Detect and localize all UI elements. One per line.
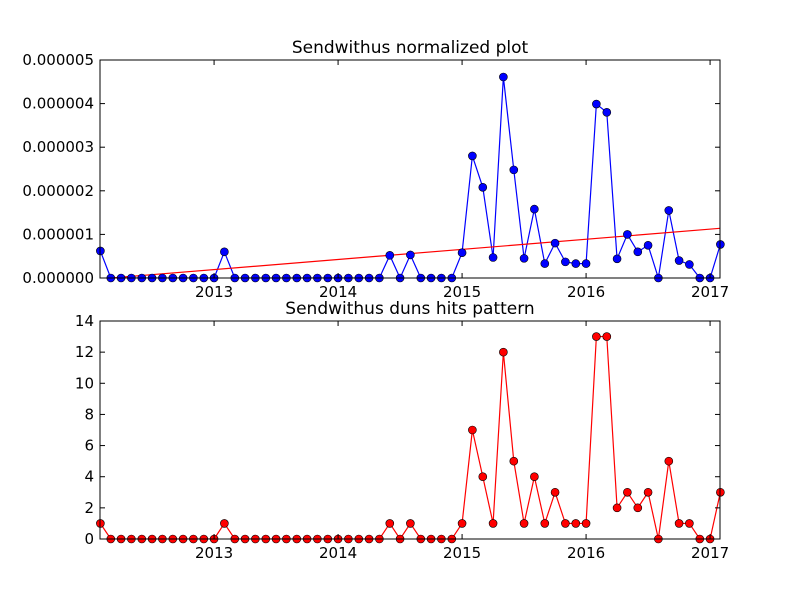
duns-hits-y-tick-label: 0 bbox=[84, 530, 94, 548]
normalized-plot-title: Sendwithus normalized plot bbox=[292, 38, 529, 58]
duns-hits-point bbox=[220, 519, 229, 528]
duns-hits-point bbox=[561, 519, 570, 528]
duns-hits-point bbox=[674, 519, 684, 528]
duns-hits-point bbox=[623, 487, 632, 497]
duns-hits-point bbox=[550, 487, 560, 497]
duns-hits-axes-frame bbox=[99, 320, 721, 540]
normalized-plot-point bbox=[406, 250, 415, 260]
duns-hits-point bbox=[530, 472, 539, 482]
normalized-plot-point bbox=[612, 254, 622, 264]
duns-hits-point bbox=[643, 487, 653, 497]
normalized-plot-x-tick-label: 2013 bbox=[195, 283, 233, 301]
duns-hits-point bbox=[488, 519, 498, 528]
normalized-plot-x-tick-label: 2015 bbox=[443, 283, 481, 301]
normalized-plot-point bbox=[571, 259, 581, 268]
normalized-plot-y-tick-label: 0.000005 bbox=[22, 51, 94, 69]
normalized-plot-point bbox=[488, 253, 498, 262]
duns-hits-x-tick-label: 2013 bbox=[195, 544, 233, 562]
normalized-plot-x-tick-label: 2017 bbox=[691, 283, 729, 301]
duns-hits-point bbox=[664, 456, 674, 466]
normalized-plot-y-tick-label: 0.000003 bbox=[22, 138, 94, 156]
duns-hits-x-tick-label: 2016 bbox=[567, 544, 605, 562]
normalized-plot-x-tick-label: 2014 bbox=[319, 283, 357, 301]
normalized-plot-point bbox=[220, 247, 229, 257]
normalized-plot-point bbox=[643, 241, 653, 250]
normalized-plot-point bbox=[478, 183, 488, 192]
normalized-plot-point bbox=[519, 254, 529, 263]
normalized-plot-y-tick-label: 0.000000 bbox=[22, 269, 94, 287]
duns-hits-y-tick-label: 12 bbox=[75, 343, 94, 361]
normalized-plot-point bbox=[540, 259, 550, 268]
normalized-plot-point bbox=[550, 238, 560, 248]
duns-hits-x-tick-label: 2017 bbox=[691, 544, 729, 562]
normalized-plot-x-tick-label: 2016 bbox=[567, 283, 605, 301]
duns-hits-point bbox=[602, 332, 612, 341]
normalized-plot-point bbox=[499, 72, 508, 82]
normalized-plot-point bbox=[685, 260, 694, 269]
normalized-plot-point bbox=[602, 108, 612, 117]
duns-hits-title: Sendwithus duns hits pattern bbox=[285, 299, 534, 319]
normalized-plot-y-tick-label: 0.000002 bbox=[22, 182, 94, 200]
normalized-plot-point bbox=[664, 206, 674, 215]
duns-hits-y-tick-label: 4 bbox=[84, 468, 94, 486]
duns-hits-point bbox=[406, 519, 415, 528]
duns-hits-y-tick-label: 10 bbox=[75, 374, 94, 392]
duns-hits-point bbox=[633, 503, 643, 513]
duns-hits-point bbox=[592, 332, 601, 341]
duns-hits-y-tick-label: 14 bbox=[75, 312, 94, 330]
duns-hits-point bbox=[685, 519, 694, 528]
duns-hits-y-tick-label: 8 bbox=[84, 405, 94, 423]
normalized-plot-chart: Sendwithus normalized plot 2013 2014 2015 20… bbox=[22, 38, 729, 301]
duns-hits-point bbox=[540, 519, 550, 528]
normalized-plot-point bbox=[530, 204, 539, 214]
duns-hits-y-tick-label: 2 bbox=[84, 499, 94, 517]
duns-hits-point bbox=[519, 519, 529, 528]
normalized-plot-point bbox=[385, 251, 395, 260]
duns-hits-point bbox=[571, 519, 581, 528]
duns-hits-point bbox=[385, 519, 395, 528]
normalized-plot-point bbox=[509, 165, 519, 175]
duns-hits-x-tick-label: 2014 bbox=[319, 544, 357, 562]
normalized-plot-point bbox=[581, 259, 591, 268]
duns-hits-point bbox=[468, 425, 477, 435]
normalized-plot-point bbox=[457, 248, 467, 258]
normalized-plot-point bbox=[623, 230, 632, 239]
normalized-plot-point bbox=[633, 247, 643, 257]
duns-hits-point bbox=[499, 347, 508, 357]
duns-hits-y-tick-label: 6 bbox=[84, 437, 94, 455]
duns-hits-point bbox=[509, 456, 519, 466]
normalized-plot-point bbox=[592, 99, 601, 109]
normalized-plot-y-tick-label: 0.000004 bbox=[22, 95, 94, 113]
normalized-plot-y-tick-label: 0.000001 bbox=[22, 225, 94, 243]
duns-hits-point bbox=[478, 472, 488, 482]
duns-hits-x-tick-label: 2015 bbox=[443, 544, 481, 562]
normalized-plot-axes-frame bbox=[99, 59, 721, 279]
normalized-plot-point bbox=[468, 151, 477, 161]
duns-hits-point bbox=[581, 519, 591, 528]
normalized-plot-point bbox=[561, 257, 570, 267]
normalized-plot-point bbox=[674, 256, 684, 265]
duns-hits-point bbox=[457, 519, 467, 528]
duns-hits-point bbox=[612, 503, 622, 513]
